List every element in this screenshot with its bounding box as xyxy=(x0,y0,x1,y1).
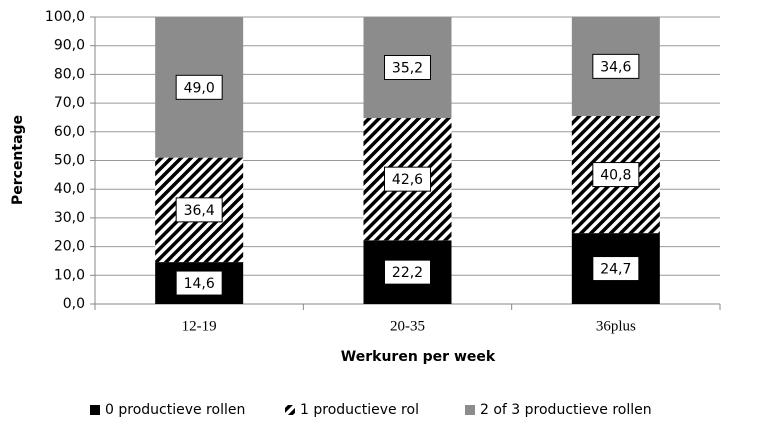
x-tick-label: 20-35 xyxy=(390,318,425,334)
x-tick-label: 12-19 xyxy=(182,318,217,334)
value-label: 14,6 xyxy=(184,276,215,292)
y-tick-label: 70,0 xyxy=(54,95,85,111)
value-label-box xyxy=(175,74,223,100)
y-tick-label: 50,0 xyxy=(54,153,85,169)
y-tick-label: 90,0 xyxy=(54,38,85,54)
value-label: 40,8 xyxy=(600,168,631,184)
legend-swatch xyxy=(465,405,475,415)
value-label: 24,7 xyxy=(600,262,631,278)
value-label-box xyxy=(384,166,431,192)
value-label-box xyxy=(592,256,640,282)
x-axis-title: Werkuren per week xyxy=(341,349,496,365)
y-tick-label: 0,0 xyxy=(63,296,85,312)
x-tick-label: 36plus xyxy=(596,318,636,334)
y-tick-label: 20,0 xyxy=(54,239,85,255)
y-tick-label: 60,0 xyxy=(54,124,85,140)
value-label-box xyxy=(592,162,640,188)
value-label-box xyxy=(384,259,431,285)
value-label-box xyxy=(384,55,431,81)
value-label: 42,6 xyxy=(392,172,423,188)
y-tick-label: 10,0 xyxy=(54,267,85,283)
value-label-box xyxy=(175,270,223,296)
value-label-box xyxy=(175,197,223,223)
y-tick-label: 80,0 xyxy=(54,66,85,82)
value-label: 35,2 xyxy=(392,61,423,77)
value-label: 22,2 xyxy=(392,265,423,281)
y-tick-label: 100,0 xyxy=(45,9,85,25)
legend-label: 1 productieve rol xyxy=(300,402,419,418)
y-axis-title: Percentage xyxy=(10,115,26,205)
y-tick-label: 40,0 xyxy=(54,181,85,197)
legend-label: 0 productieve rollen xyxy=(105,402,245,418)
value-label: 36,4 xyxy=(184,203,215,219)
legend-swatch xyxy=(90,405,100,415)
value-label: 49,0 xyxy=(184,80,215,96)
legend-label: 2 of 3 productieve rollen xyxy=(480,402,652,418)
legend-swatch xyxy=(285,405,295,415)
y-tick-label: 30,0 xyxy=(54,210,85,226)
value-label: 34,6 xyxy=(600,59,631,75)
value-label-box xyxy=(592,53,640,79)
